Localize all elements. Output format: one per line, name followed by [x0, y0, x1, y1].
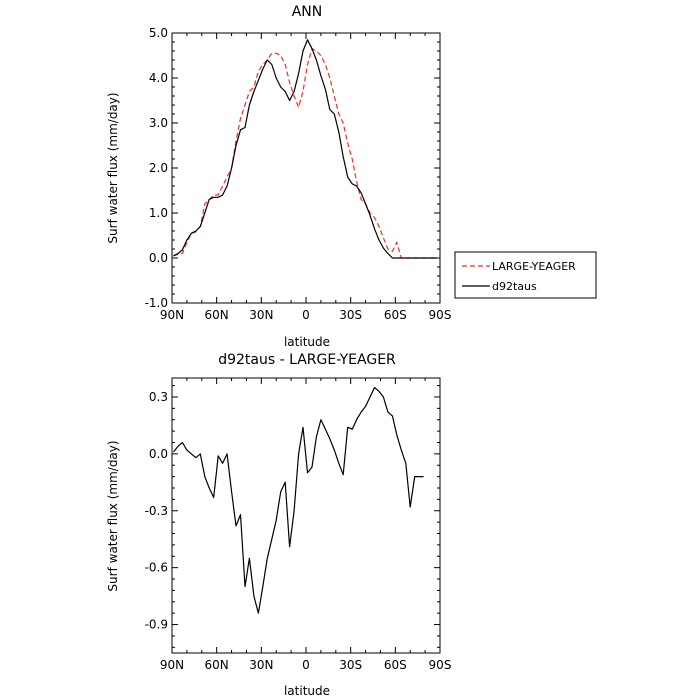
y-tick-label: 1.0: [149, 206, 168, 220]
y-tick-label: 4.0: [149, 71, 168, 85]
y-axis-label: Surf water flux (mm/day): [106, 440, 120, 591]
panel-bottom: d92taus - LARGE-YEAGER 90N 60N 30N 0 30S 60S 9…: [106, 352, 451, 698]
x-tick-label: 30S: [339, 308, 362, 322]
x-tick-label: 0: [302, 658, 310, 672]
x-axis-label: latitude: [284, 684, 330, 698]
x-tick-label: 60N: [205, 658, 229, 672]
x-tick-label: 90S: [429, 308, 452, 322]
x-tick-labels: 90N 60N 30N 0 30S 60S 90S: [160, 658, 452, 672]
x-tick-label: 90N: [160, 658, 184, 672]
series-line-difference: [173, 386, 424, 614]
y-tick-labels: -0.9 -0.6 -0.3 0.0 0.3: [145, 390, 168, 632]
plot-frame: [171, 377, 441, 654]
y-tick-label: 5.0: [149, 26, 168, 40]
series-line-large-yeager: [173, 48, 437, 259]
x-tick-label: 90S: [429, 658, 452, 672]
x-tick-label: 30S: [339, 658, 362, 672]
x-tick-label: 30N: [249, 308, 273, 322]
x-tick-label: 60N: [205, 308, 229, 322]
y-axis-label: Surf water flux (mm/day): [106, 92, 120, 243]
x-axis-label: latitude: [284, 335, 330, 349]
y-tick-label: -1.0: [145, 296, 168, 310]
series-line-d92taus: [173, 39, 437, 259]
x-tick-label: 0: [302, 308, 310, 322]
y-tick-label: 0.3: [149, 390, 168, 404]
panel-top: ANN 90N 60N 30N 0 30S 60S 90S -1.0 0.0 1.0 2.0 3.0…: [106, 4, 597, 349]
series-layer: [173, 39, 437, 259]
x-tick-label: 60S: [384, 658, 407, 672]
legend-box: [454, 251, 597, 299]
legend: LARGE-YEAGER d92taus: [454, 251, 597, 299]
chart-title: ANN: [292, 4, 323, 20]
y-tick-label: -0.3: [145, 504, 168, 518]
y-tick-labels: -1.0 0.0 1.0 2.0 3.0 4.0 5.0: [145, 26, 168, 310]
y-tick-label: 3.0: [149, 116, 168, 130]
x-tick-label: 90N: [160, 308, 184, 322]
series-layer: [173, 386, 424, 614]
y-tick-label: 0.0: [149, 447, 168, 461]
x-tick-label: 60S: [384, 308, 407, 322]
chart-title: d92taus - LARGE-YEAGER: [218, 352, 396, 368]
x-tick-labels: 90N 60N 30N 0 30S 60S 90S: [160, 308, 452, 322]
y-tick-label: -0.6: [145, 561, 168, 575]
legend-label-d92taus: d92taus: [492, 280, 537, 293]
y-tick-label: 2.0: [149, 161, 168, 175]
plot-frame: [171, 32, 441, 304]
tick-marks: [171, 378, 441, 653]
legend-label-large-yeager: LARGE-YEAGER: [492, 260, 576, 273]
y-tick-label: 0.0: [149, 251, 168, 265]
x-tick-label: 30N: [249, 658, 273, 672]
y-tick-label: -0.9: [145, 618, 168, 632]
